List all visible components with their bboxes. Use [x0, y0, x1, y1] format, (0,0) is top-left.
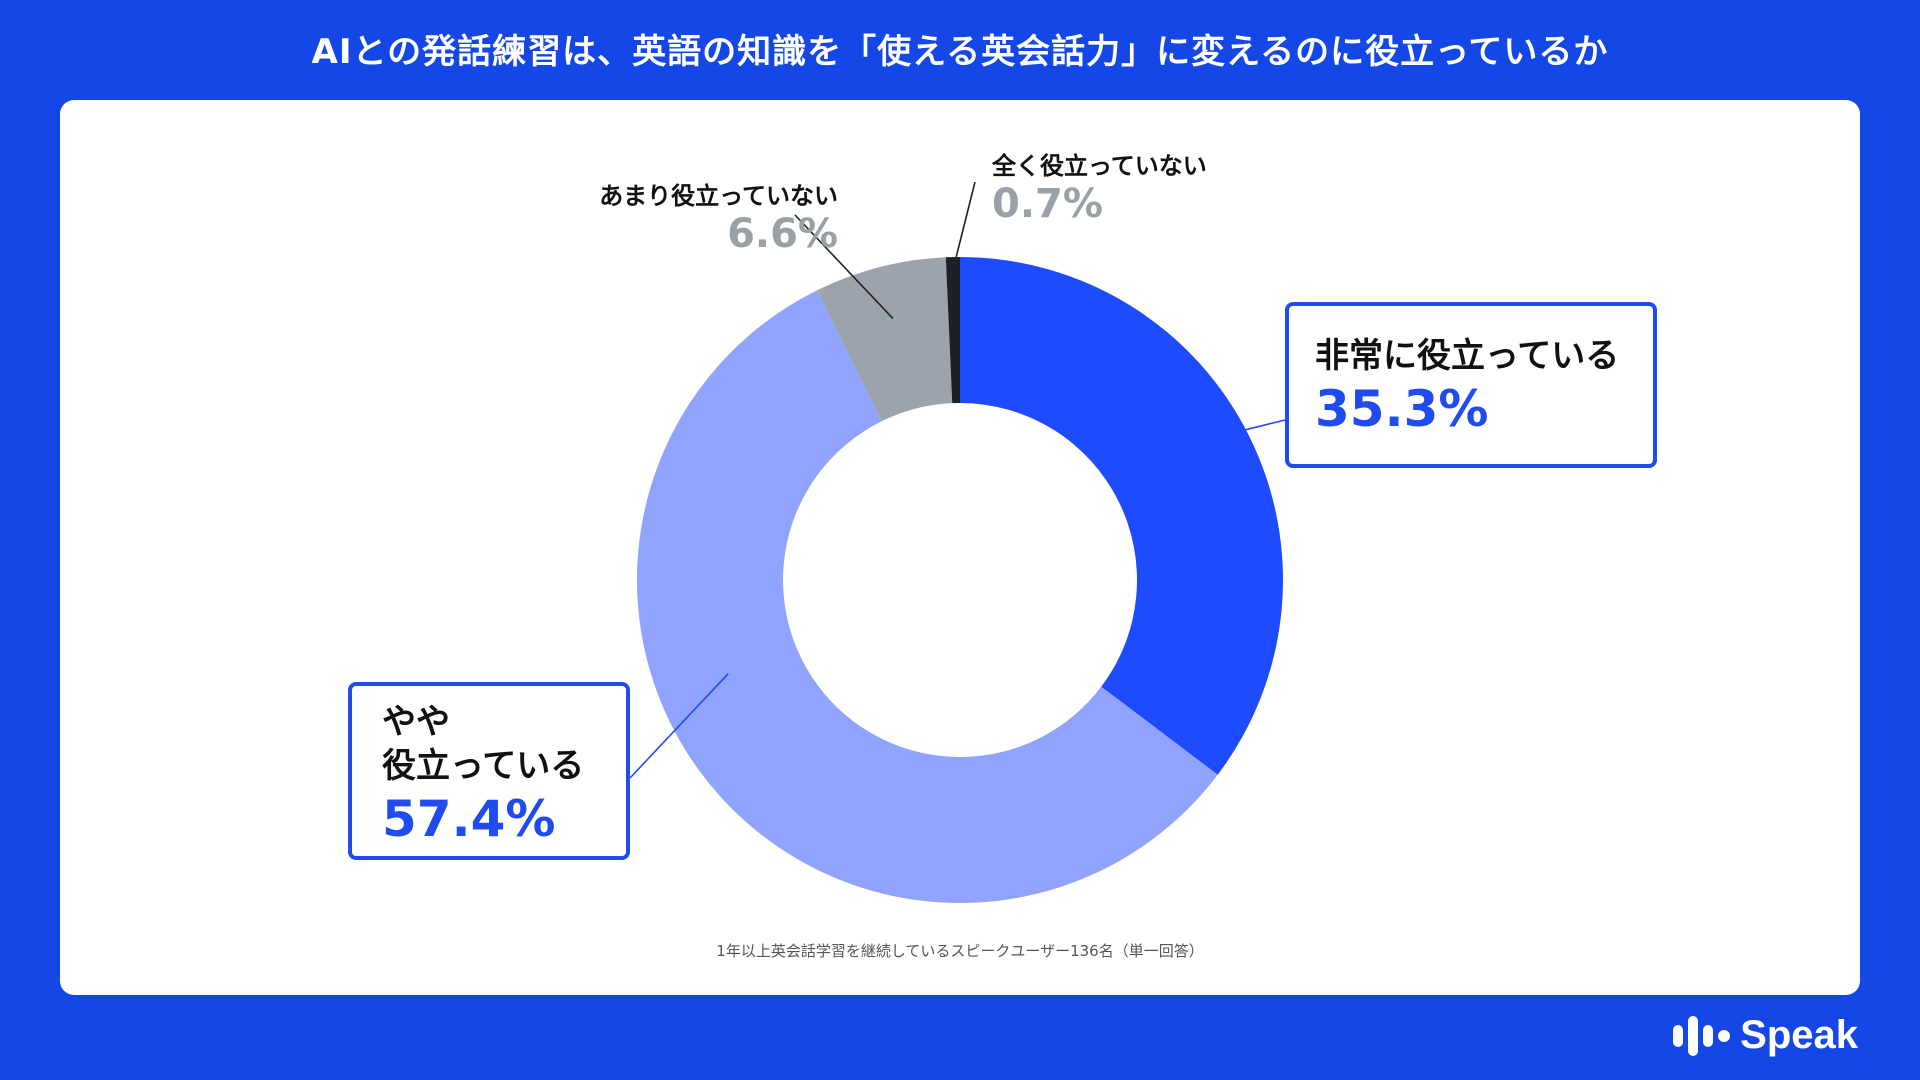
- leader-not-at-all: [952, 181, 976, 270]
- label-somewhat-helpful-name-line1: やや: [382, 702, 450, 742]
- chart-title: AIとの発話練習は、英語の知識を「使える英会話力」に変えるのに役立っているか: [311, 32, 1609, 72]
- slice-somewhat-helpful: [637, 290, 1218, 903]
- chart-card: あまり役立っていない 6.6% 全く役立っていない 0.7% 非常に役立っている…: [60, 100, 1860, 995]
- label-somewhat-helpful-value: 57.4%: [382, 790, 556, 848]
- label-not-at-all: 全く役立っていない 0.7%: [992, 146, 1292, 227]
- label-not-very-helpful-name: あまり役立っていない: [599, 182, 838, 210]
- donut-slices: [637, 257, 1283, 903]
- speak-logo-text: Speak: [1740, 1013, 1858, 1057]
- label-not-very-helpful-value: 6.6%: [727, 211, 838, 257]
- leader-lines: [629, 181, 1286, 779]
- leader-not-very-helpful: [794, 214, 894, 320]
- speak-logo-icon: [1673, 1015, 1731, 1056]
- label-not-very-helpful: あまり役立っていない 6.6%: [528, 176, 838, 257]
- leader-very-helpful: [1239, 419, 1286, 432]
- label-not-at-all-value: 0.7%: [992, 181, 1103, 227]
- label-somewhat-helpful-name-line2: 役立っている: [382, 746, 585, 786]
- label-somewhat-helpful: やや 役立っている 57.4%: [348, 682, 630, 860]
- label-not-at-all-name: 全く役立っていない: [992, 152, 1207, 180]
- footnote: 1年以上英会話学習を継続しているスピークユーザー136名（単一回答）: [716, 942, 1204, 960]
- label-very-helpful: 非常に役立っている 35.3%: [1285, 302, 1657, 468]
- speak-logo: Speak: [1673, 1013, 1858, 1058]
- slice-not-at-all: [945, 257, 960, 404]
- label-very-helpful-value: 35.3%: [1315, 380, 1489, 438]
- label-very-helpful-name: 非常に役立っている: [1315, 336, 1620, 376]
- donut-chart: [629, 181, 1286, 903]
- slice-very-helpful: [960, 257, 1283, 775]
- leader-somewhat-helpful: [629, 673, 729, 779]
- slice-not-very-helpful: [816, 257, 953, 422]
